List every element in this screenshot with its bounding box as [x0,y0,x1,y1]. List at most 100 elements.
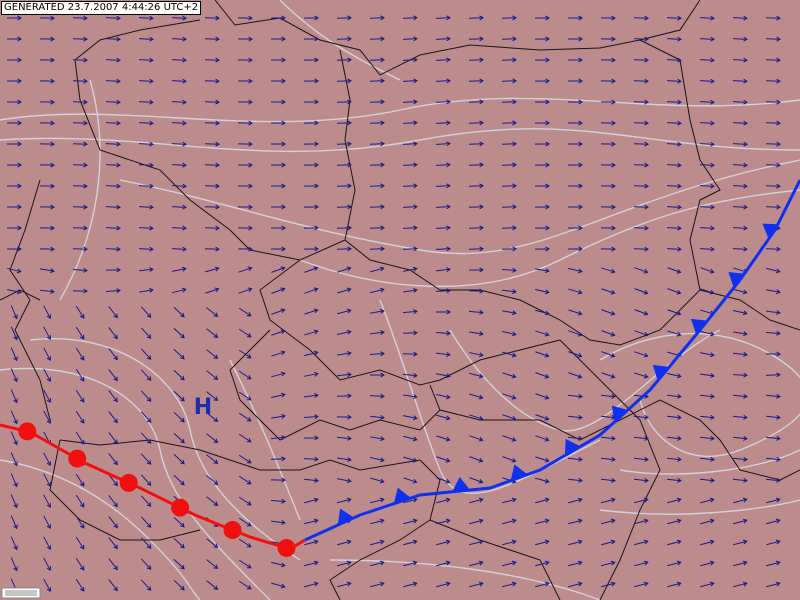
wind-arrow [105,15,121,21]
wind-arrow [534,162,550,168]
wind-arrow [732,204,748,210]
wind-arrow [303,246,319,252]
wind-arrow [270,477,286,483]
cold-front-symbol [728,272,745,288]
wind-arrow [173,348,185,360]
wind-arrow [502,393,517,400]
isobar [619,449,800,475]
wind-arrow [171,78,187,84]
wind-arrow [270,36,286,42]
wind-arrow [304,560,319,567]
wind-arrow [6,162,22,168]
wind-arrow [206,538,219,548]
wind-arrow [72,99,88,105]
wind-arrow [699,373,715,378]
wind-arrow [206,307,219,317]
wind-arrow [105,225,121,231]
wind-arrow [173,516,185,528]
wind-arrow [370,477,385,484]
wind-arrow [303,456,319,462]
wind-arrow [601,539,616,546]
wind-arrow [666,435,682,441]
wind-arrow [140,537,152,549]
wind-arrow [108,453,118,466]
wind-arrow [206,328,219,338]
wind-arrow [469,414,484,421]
wind-arrow [502,414,517,421]
wind-arrow [765,78,781,84]
wind-arrow [237,225,253,231]
wind-arrow [699,120,715,126]
wind-arrow [600,57,616,63]
wind-arrow [206,370,219,380]
wind-arrow [72,288,88,294]
wind-arrow [733,539,748,546]
wind-arrow [204,246,220,252]
wind-arrow [633,57,649,63]
wind-arrow [732,141,748,147]
wind-arrow [469,497,484,504]
wind-arrow [336,141,352,147]
isobar [29,338,301,561]
wind-arrow [435,78,451,84]
wind-arrow [173,579,185,591]
warm-front-symbol [18,422,37,441]
wind-arrow [535,309,550,316]
wind-arrow [700,288,715,295]
wind-arrow [206,580,219,590]
cold-front-symbol [337,508,355,526]
wind-arrow [10,494,18,509]
wind-arrow [204,183,220,189]
wind-arrow [140,453,152,465]
wind-arrow [633,477,649,483]
wind-arrow [502,351,517,358]
wind-arrow [567,15,583,21]
wind-arrow [436,477,451,484]
wind-arrow [402,36,418,42]
isobar [229,359,301,521]
wind-arrow [271,266,286,273]
wind-arrow [39,141,55,147]
wind-arrow [600,204,616,210]
wind-arrow [238,349,252,359]
wind-arrow [75,347,85,361]
wind-arrow [732,120,748,126]
wind-arrow [567,78,583,84]
wind-arrow [502,330,517,337]
wind-arrow [270,120,286,126]
wind-arrow [138,162,154,168]
wind-arrow [634,351,649,358]
wind-arrow [138,78,154,84]
wind-arrow [270,246,286,252]
wind-arrow [270,141,286,147]
wind-arrow [337,560,352,567]
wind-arrow [105,204,121,210]
wind-arrow [6,141,22,147]
wind-arrow [10,389,18,404]
wind-arrow [435,204,451,210]
isobar [0,459,201,600]
wind-arrow [468,120,484,126]
wind-arrow [337,266,352,273]
wind-arrow [402,78,418,84]
wind-arrow [567,456,583,462]
wind-arrow [732,477,748,483]
wind-arrow [402,351,418,357]
wind-arrow [633,225,649,231]
wind-arrow [733,331,748,337]
wind-arrow [535,560,550,567]
wind-arrow [238,391,252,401]
wind-arrow [6,99,22,105]
wind-arrow [337,478,352,484]
wind-arrow [369,246,385,252]
wind-arrow [369,15,385,21]
wind-arrow [600,435,616,441]
wind-arrow [568,267,583,274]
wind-arrow [468,162,484,168]
wind-arrow [765,435,781,441]
wind-arrow [600,456,616,462]
wind-arrow [171,225,187,231]
wind-arrow [403,581,418,588]
wind-arrow [105,57,121,63]
